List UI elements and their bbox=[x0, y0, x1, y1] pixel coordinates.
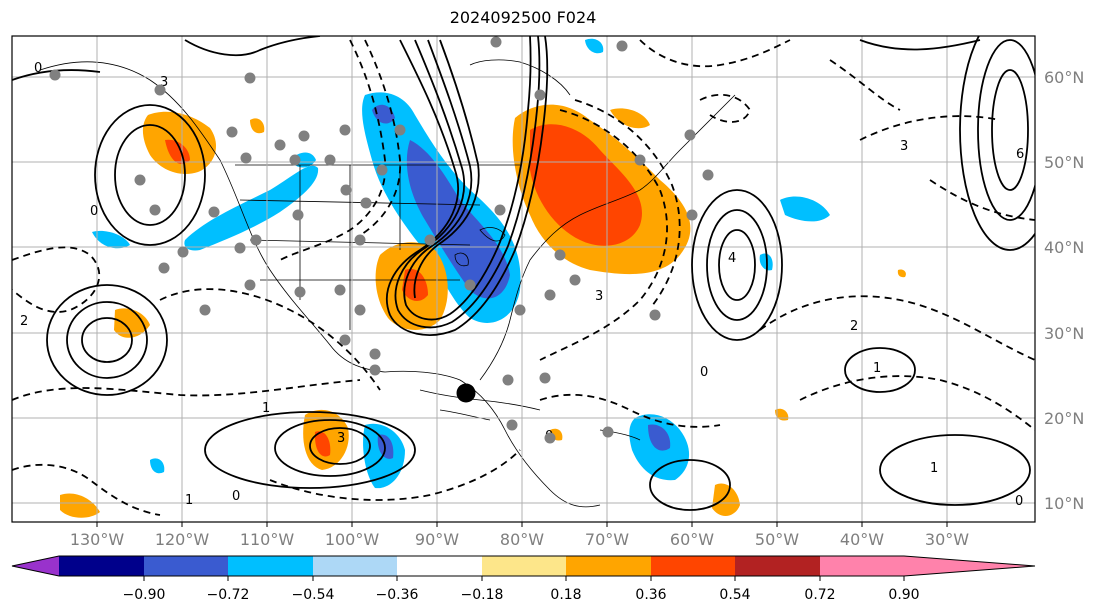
lon-label: 30°W bbox=[925, 530, 969, 549]
colorbar: −0.90 −0.72 −0.54 −0.36 −0.18 0.18 0.36 … bbox=[11, 555, 1036, 603]
contour-label: 0 bbox=[232, 489, 240, 504]
contour-label: 1 bbox=[185, 493, 193, 508]
colorbar-tick-label: −0.18 bbox=[461, 587, 504, 603]
map-title: 2024092500 F024 bbox=[449, 8, 597, 27]
lon-label: 40°W bbox=[840, 530, 884, 549]
lon-label: 70°W bbox=[585, 530, 629, 549]
lon-label: 80°W bbox=[500, 530, 544, 549]
contour-label: 0 bbox=[1015, 494, 1023, 509]
contour-label: 3 bbox=[337, 431, 345, 446]
lon-label: 90°W bbox=[415, 530, 459, 549]
station-markers bbox=[49, 36, 714, 444]
colorbar-outline bbox=[11, 555, 1036, 577]
colorbar-segment bbox=[651, 556, 735, 576]
contour-label: 0 bbox=[700, 365, 708, 380]
graticule bbox=[12, 36, 1035, 522]
lon-label: 60°W bbox=[670, 530, 714, 549]
colorbar-segment bbox=[228, 556, 313, 576]
colorbar-segment bbox=[144, 556, 228, 576]
lon-label: 120°W bbox=[155, 530, 210, 549]
axis-ticks bbox=[96, 522, 948, 527]
contour-label: 3 bbox=[160, 75, 168, 90]
contour-label: 3 bbox=[900, 139, 908, 154]
lat-label: 40°N bbox=[1044, 238, 1084, 257]
colorbar-tick-label: −0.54 bbox=[292, 587, 335, 603]
contour-label: 2 bbox=[850, 319, 858, 334]
colorbar-segment bbox=[482, 556, 566, 576]
colorbar-segment bbox=[59, 556, 144, 576]
colorbar-tick-label: −0.36 bbox=[376, 587, 419, 603]
contours bbox=[12, 36, 1035, 511]
latitude-labels: 60°N 50°N 40°N 30°N 20°N 10°N bbox=[1044, 68, 1084, 513]
lat-label: 60°N bbox=[1044, 68, 1084, 87]
colorbar-segment bbox=[397, 556, 482, 576]
colorbar-tick-label: 0.90 bbox=[888, 587, 919, 603]
contour-label: 1 bbox=[262, 401, 270, 416]
map-panel: 0 3 2 1 4 6 0 0 1 1 0 3 2 3 1 3 0 0 bbox=[12, 36, 1035, 522]
colorbar-extend-left bbox=[12, 556, 59, 576]
colorbar-segment bbox=[566, 556, 651, 576]
lon-label: 50°W bbox=[755, 530, 799, 549]
shaded-anomalies bbox=[60, 38, 906, 518]
colorbar-extend-right bbox=[904, 556, 1035, 576]
contour-label: 1 bbox=[873, 361, 881, 376]
contours-dashed bbox=[12, 39, 1035, 516]
colorbar-tick-label: 0.54 bbox=[719, 587, 750, 603]
colorbar-tick-label: −0.90 bbox=[123, 587, 166, 603]
contour-label: 6 bbox=[1016, 147, 1024, 162]
contour-label: 0 bbox=[34, 61, 42, 76]
contour-label: 2 bbox=[20, 314, 28, 329]
contour-label: 4 bbox=[728, 251, 736, 266]
lon-label: 100°W bbox=[325, 530, 380, 549]
longitude-labels: 130°W 120°W 110°W 100°W 90°W 80°W 70°W 6… bbox=[70, 530, 969, 549]
colorbar-tick-label: 0.18 bbox=[550, 587, 581, 603]
center-dot bbox=[456, 383, 476, 403]
contour-label: 3 bbox=[595, 289, 603, 304]
colorbar-segment bbox=[820, 556, 904, 576]
colorbar-tick-label: 0.72 bbox=[804, 587, 835, 603]
contour-labels: 0 3 2 1 4 6 0 0 1 1 0 3 2 3 1 3 0 0 bbox=[20, 61, 1024, 509]
colorbar-segment bbox=[735, 556, 820, 576]
lat-label: 20°N bbox=[1044, 409, 1084, 428]
lat-label: 10°N bbox=[1044, 494, 1084, 513]
map-frame bbox=[11, 35, 1036, 523]
contour-label: 1 bbox=[930, 461, 938, 476]
colorbar-tick-label: 0.36 bbox=[635, 587, 666, 603]
colorbar-segment bbox=[313, 556, 397, 576]
lon-label: 130°W bbox=[70, 530, 125, 549]
colorbar-tick-label: −0.72 bbox=[207, 587, 250, 603]
lat-label: 50°N bbox=[1044, 153, 1084, 172]
lon-label: 110°W bbox=[240, 530, 295, 549]
contour-label: 0 bbox=[90, 204, 98, 219]
lat-label: 30°N bbox=[1044, 324, 1084, 343]
